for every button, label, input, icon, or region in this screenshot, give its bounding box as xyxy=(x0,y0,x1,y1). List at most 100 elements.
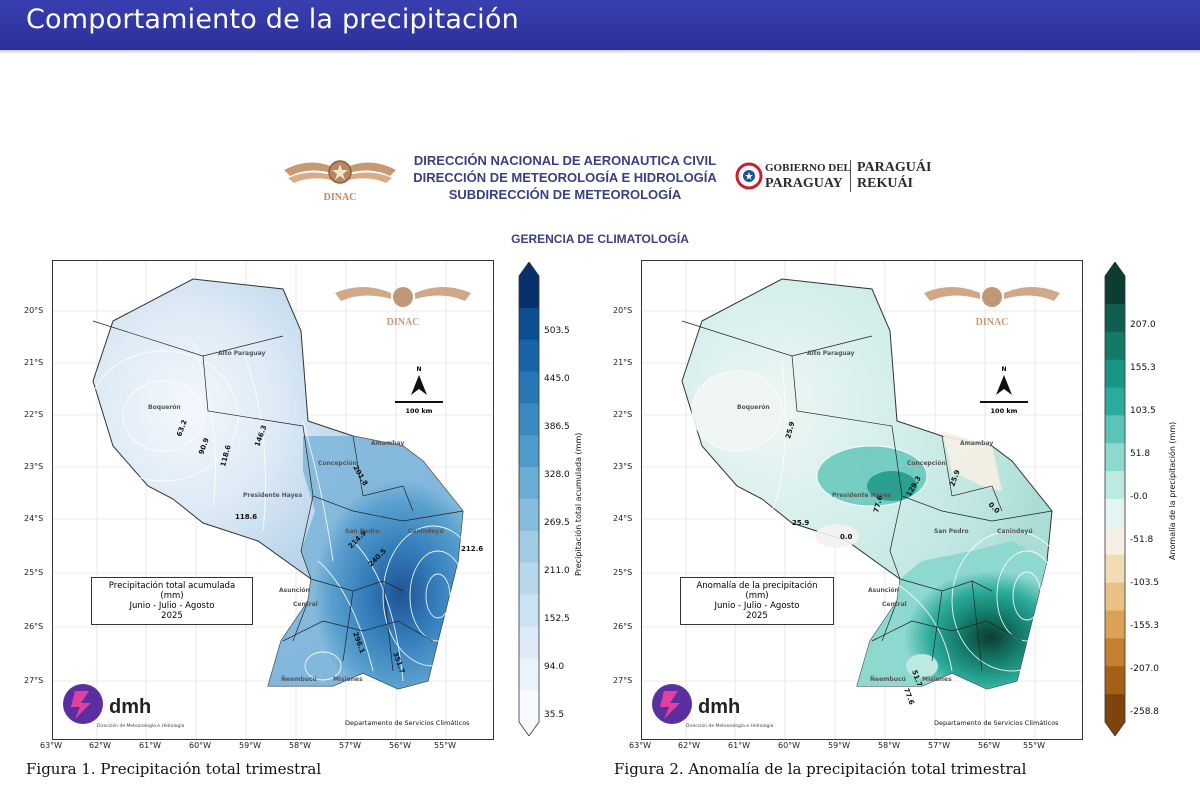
place-san-pedro: San Pedro xyxy=(934,528,969,535)
svg-text:N: N xyxy=(1001,366,1006,373)
svg-text:Dirección de Meteorología e Hi: Dirección de Meteorología e Hidrología xyxy=(97,722,185,729)
place-boqueron: Boquerón xyxy=(148,404,181,411)
place-alto-paraguay: Alto Paraguay xyxy=(807,350,855,357)
dmh-logo: dmh Dirección de Meteorología e Hidrolog… xyxy=(63,684,185,729)
colorbar-segment xyxy=(519,499,539,532)
colorbar-segment xyxy=(519,435,539,468)
svg-text:dmh: dmh xyxy=(109,696,151,718)
map2-contours xyxy=(691,360,1073,672)
lat-label: 23°S xyxy=(24,462,44,471)
map2-legend-line: 2025 xyxy=(746,611,768,621)
lat-label: 22°S xyxy=(24,410,44,419)
place-boqueron: Boquerón xyxy=(737,404,770,411)
lon-label: 57°W xyxy=(339,741,362,750)
dept-label: Departamento de Servicios Climáticos xyxy=(934,719,1059,727)
org-line-2: DIRECCIÓN DE METEOROLOGÍA E HIDROLOGÍA xyxy=(413,170,717,185)
colorbar-segment xyxy=(519,339,539,373)
m1-contour-label: 212.6 xyxy=(461,545,483,553)
north-arrow-icon: N 100 km xyxy=(395,366,443,415)
map2-legend-line: Junio - Julio - Agosto xyxy=(714,601,800,611)
colorbar-segment xyxy=(519,467,539,500)
place-san-pedro: San Pedro xyxy=(345,528,380,535)
place-canindeyu: Canindeyú xyxy=(408,528,444,535)
scale-label: 100 km xyxy=(406,407,433,415)
map1-colorbar-tick: 269.5 xyxy=(544,518,570,528)
lat-label: 26°S xyxy=(613,622,633,631)
dinac-logo-text: DINAC xyxy=(324,192,357,203)
svg-text:Dirección de Meteorología e Hi: Dirección de Meteorología e Hidrología xyxy=(686,722,774,729)
lat-label: 26°S xyxy=(24,622,44,631)
place-canindeyu: Canindeyú xyxy=(997,528,1033,535)
map2-colorbar-tick: 155.3 xyxy=(1130,363,1156,373)
colorbar-segment xyxy=(1105,638,1125,667)
map1-colorbar-tick: 503.5 xyxy=(544,326,570,336)
map2-colorbar-tick: -0.0 xyxy=(1130,492,1148,502)
map1-colorbar-tick: 35.5 xyxy=(544,710,565,720)
place-amambay: Amambay xyxy=(960,440,993,447)
colorbar-segment xyxy=(1105,666,1125,695)
map2-legend-line: Anomalía de la precipitación (mm) xyxy=(696,581,818,601)
gov-line-3: PARAGUÁI xyxy=(857,160,932,175)
title-shadow xyxy=(0,50,1200,54)
svg-text:DINAC: DINAC xyxy=(976,317,1009,328)
gobierno-logo: GOBIERNO DEL PARAGUAY PARAGUÁI REKUÁI xyxy=(735,156,935,206)
place-misiones: Misiones xyxy=(922,676,952,683)
lat-label: 21°S xyxy=(613,358,633,367)
place-presidente-hayes: Presidente Hayes xyxy=(243,492,303,499)
map1-east-wet-region xyxy=(268,436,463,689)
map2-colorbar-tick: -258.8 xyxy=(1130,707,1160,717)
colorbar-segment xyxy=(519,403,539,436)
map1-contours xyxy=(87,340,484,682)
lon-label: 57°W xyxy=(928,741,951,750)
gerencia-label: GERENCIA DE CLIMATOLOGÍA xyxy=(511,232,689,246)
place-alto-paraguay: Alto Paraguay xyxy=(218,350,266,357)
lon-label: 55°W xyxy=(434,741,457,750)
map1-colorbar-tick: 386.5 xyxy=(544,422,570,432)
svg-text:N: N xyxy=(416,366,421,373)
svg-text:DINAC: DINAC xyxy=(387,317,420,328)
lon-label: 61°W xyxy=(139,741,162,750)
map2-colorbar-tick: -155.3 xyxy=(1130,621,1160,631)
place-concepcion: Concepción xyxy=(907,460,946,467)
colorbar-segment xyxy=(1105,331,1125,361)
colorbar-segment xyxy=(519,690,539,723)
place-central: Central xyxy=(882,601,907,608)
figure2-caption: Figura 2. Anomalía de la precipitación t… xyxy=(614,760,1027,778)
map1-colorbar-tick: 152.5 xyxy=(544,614,570,624)
figure1-caption: Figura 1. Precipitación total trimestral xyxy=(26,760,322,778)
dept-label: Departamento de Servicios Climáticos xyxy=(345,719,470,727)
map2-colorbar-tick: 207.0 xyxy=(1130,320,1156,330)
map2-dry-amambay xyxy=(942,431,1002,491)
map1-colorbar-tick: 445.0 xyxy=(544,374,570,384)
north-arrow-icon: N 100 km xyxy=(980,366,1028,415)
gov-seal-icon xyxy=(735,162,763,190)
colorbar-segment xyxy=(519,562,539,596)
map2-colorbar-tick: 51.8 xyxy=(1130,449,1151,459)
place-presidente-hayes: Presidente Hayes xyxy=(832,492,892,499)
colorbar-segment xyxy=(1105,359,1125,388)
place-asuncion: Asunción xyxy=(868,587,899,594)
map2-legend: Anomalía de la precipitación (mm) Junio … xyxy=(680,577,834,625)
map2-colorbar-tick: -207.0 xyxy=(1130,664,1160,674)
gov-separator xyxy=(850,160,851,192)
map2-colorbar xyxy=(1104,262,1126,736)
colorbar-segment xyxy=(1105,694,1125,723)
m2-contour-label: 77.6 xyxy=(902,687,915,706)
map1-colorbar xyxy=(518,262,540,736)
dmh-logo: dmh Dirección de Meteorología e Hidrolog… xyxy=(652,684,774,729)
map1-canvas: 63.2 90.9 118.6 146.3 118.6 201.8 212.6 … xyxy=(53,261,493,739)
lon-label: 60°W xyxy=(778,741,801,750)
colorbar-segment xyxy=(519,594,539,627)
place-neembucu: Ñeembucú xyxy=(281,676,317,683)
lon-label: 59°W xyxy=(828,741,851,750)
map2-colorbar-tick: 103.5 xyxy=(1130,406,1156,416)
lat-label: 22°S xyxy=(613,410,633,419)
map-precip-total: 63.2 90.9 118.6 146.3 118.6 201.8 212.6 … xyxy=(52,260,494,740)
place-concepcion: Concepción xyxy=(318,460,357,467)
lat-label: 23°S xyxy=(613,462,633,471)
colorbar-extend-bottom xyxy=(1105,722,1125,736)
place-neembucu: Ñeembucú xyxy=(870,676,906,683)
place-central: Central xyxy=(293,601,318,608)
gov-line-2: PARAGUAY xyxy=(765,176,843,191)
org-line-1: DIRECCIÓN NACIONAL DE AERONAUTICA CIVIL xyxy=(413,153,717,168)
